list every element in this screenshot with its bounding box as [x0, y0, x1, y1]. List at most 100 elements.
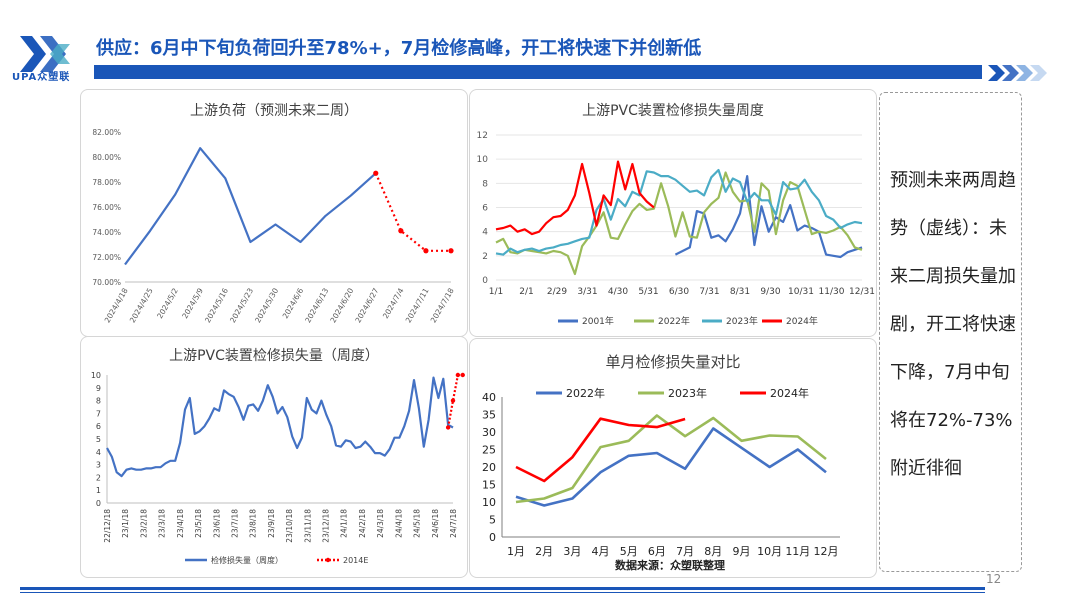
y-tick-label: 15 [482, 479, 496, 492]
x-tick-label: 2024/7/18 [429, 286, 456, 324]
y-tick-label: 0 [96, 499, 101, 508]
x-tick-label: 2024/5/16 [203, 286, 230, 324]
x-tick-label: 2024/6/27 [353, 286, 380, 324]
series-line-actual [124, 147, 377, 266]
y-tick-label: 2 [482, 252, 488, 262]
y-tick-label: 7 [96, 409, 101, 418]
x-tick-label: 2024/7/4 [381, 286, 406, 320]
chart-title: 上游PVC装置检修损失量周度 [582, 103, 764, 119]
chart-monthly-loss-compare-plot: 0 5 10 15 20 25 30 35 40 1月 2月 3月 4月 5月 6月 7月 8月 9月 10月 11月… [482, 386, 840, 572]
series-line-forecast [374, 172, 451, 252]
x-tick-label: 23/3/18 [158, 509, 167, 538]
y-tick-label: 78.00% [92, 178, 121, 187]
x-tick-label: 23/9/18 [267, 509, 276, 538]
x-tick-label: 8月 [704, 545, 722, 558]
y-tick-label: 10 [91, 371, 101, 380]
x-tick-label: 7月 [676, 545, 694, 558]
x-tick-label: 5/31 [638, 287, 658, 297]
forecast-point [460, 372, 465, 378]
x-tick-label: 24/5/18 [413, 509, 422, 538]
page-number: 12 [986, 572, 1002, 586]
chart-title: 单月检修损失量对比 [605, 353, 741, 371]
x-tick-label: 6月 [648, 545, 666, 558]
x-tick-label: 2024/4/18 [103, 286, 130, 324]
x-tick-label: 2024/5/9 [180, 286, 205, 320]
legend-label: 2014E [343, 556, 368, 565]
x-tick-label: 2/29 [547, 287, 567, 297]
x-tick-label: 24/7/18 [449, 509, 458, 538]
legend-label: 2024年 [770, 386, 809, 400]
y-tick-label: 9 [96, 384, 101, 393]
x-tick-label: 23/5/18 [194, 509, 203, 538]
x-tick-label: 12月 [814, 545, 839, 558]
x-tick-label: 2024/6/20 [328, 286, 355, 324]
chart-weekly-maintenance-loss: 上游PVC装置检修损失量周度 0 2 4 6 8 10 12 1/1 2/1 2/29 3/31 4/… [469, 89, 877, 337]
x-tick-label: 23/7/18 [230, 509, 239, 538]
y-tick-label: 10 [482, 496, 496, 509]
y-tick-label: 1 [96, 486, 101, 495]
y-tick-label: 0 [482, 276, 488, 286]
x-tick-label: 12/31 [849, 287, 875, 297]
x-tick-label: 10月 [757, 545, 782, 558]
forecast-point [373, 170, 379, 176]
logo-text: UPA众塑联 [12, 72, 71, 83]
forecast-point [455, 372, 461, 378]
y-tick-label: 3 [96, 461, 101, 470]
chart-weekly-loss-history-plot: 0 1 2 3 4 5 6 7 8 9 10 22/12/18 23/1/18 23/2/18 23/3/1… [91, 371, 465, 565]
y-tick-label: 10 [477, 155, 489, 165]
chevron-arrows-icon [988, 65, 1047, 81]
x-tick-label: 9/30 [760, 287, 780, 297]
forecast-point [423, 248, 429, 254]
legend-label: 2023年 [668, 386, 707, 400]
forecast-point [450, 398, 456, 403]
x-tick-label: 4月 [592, 545, 610, 558]
series-line-1 [674, 175, 863, 259]
y-tick-label: 35 [482, 409, 496, 422]
chart-title: 上游PVC装置检修损失量（周度） [169, 348, 379, 364]
series-line-forecast [447, 373, 463, 428]
chart-title: 上游负荷（预测未来二周） [190, 103, 358, 119]
x-tick-label: 24/4/18 [394, 509, 403, 538]
legend-label: 2001年 [582, 315, 614, 327]
legend-label: 2022年 [566, 386, 605, 400]
forecast-point [398, 228, 404, 234]
x-tick-label: 2024/6/6 [281, 286, 306, 320]
y-tick-label: 72.00% [92, 253, 121, 262]
x-tick-label: 23/1/18 [121, 509, 130, 538]
chart-weekly-loss-history: 上游PVC装置检修损失量（周度） 0 1 2 3 4 5 6 7 8 9 10 22/12/18 23/… [80, 336, 468, 578]
y-tick-label: 82.00% [92, 128, 121, 137]
series-line-1 [515, 427, 827, 507]
y-tick-label: 2 [96, 473, 101, 482]
x-tick-label: 23/10/18 [285, 509, 294, 543]
x-tick-label: 3/31 [577, 287, 597, 297]
x-tick-label: 2024/5/23 [228, 286, 255, 324]
x-tick-label: 22/12/18 [103, 509, 112, 543]
series-line-2 [495, 171, 863, 276]
x-tick-label: 8/31 [730, 287, 750, 297]
y-tick-label: 5 [489, 514, 496, 527]
y-tick-label: 74.00% [92, 228, 121, 237]
y-tick-label: 76.00% [92, 203, 121, 212]
x-tick-label: 5月 [620, 545, 638, 558]
y-tick-label: 20 [482, 461, 496, 474]
y-tick-label: 25 [482, 444, 496, 457]
x-tick-label: 2024/5/30 [253, 286, 280, 324]
series-line-2 [515, 414, 827, 504]
x-tick-label: 2024/7/11 [404, 286, 431, 324]
y-tick-label: 8 [96, 397, 101, 406]
logo-shape-left [20, 36, 46, 72]
x-tick-label: 24/6/18 [431, 509, 440, 538]
legend-label: 2022年 [658, 315, 690, 327]
forecast-note-text: 预测未来两周趋势（虚线）：未来二周损失量加剧，开工将快速下降，7月中旬将在72%… [890, 170, 1016, 479]
x-tick-label: 23/11/18 [303, 509, 312, 543]
x-tick-label: 23/8/18 [249, 509, 258, 538]
legend-label: 2024年 [786, 315, 818, 327]
x-tick-label: 1/1 [489, 287, 503, 297]
x-tick-label: 24/2/18 [358, 509, 367, 538]
chart-monthly-loss-compare: 单月检修损失量对比 0 5 10 15 20 25 30 35 40 1月 2月 3月 4月 5月 6月 7月… [469, 338, 877, 578]
x-tick-label: 2/1 [519, 287, 533, 297]
series-line-4 [495, 160, 655, 236]
x-tick-label: 23/6/18 [212, 509, 221, 538]
x-tick-label: 11月 [785, 545, 810, 558]
footer-rule [20, 587, 985, 590]
